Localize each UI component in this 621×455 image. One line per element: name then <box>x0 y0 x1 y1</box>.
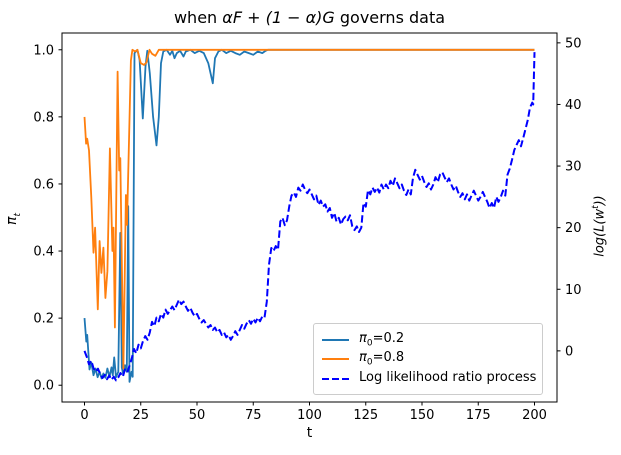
legend-item-log-likelihood: Log likelihood ratio process <box>322 369 536 388</box>
legend-label: Log likelihood ratio process <box>359 370 536 388</box>
legend-label-base: π <box>359 330 367 346</box>
x-axis-label: t <box>306 425 313 441</box>
pi-series-line-0.8 <box>83 48 535 370</box>
legend-line-sample-blue <box>322 338 349 341</box>
x-tick-label: 50 <box>189 408 206 423</box>
x-tick-label: 0 <box>80 408 88 423</box>
log-likelihood-line <box>83 52 536 382</box>
y-left-tick-label: 0.4 <box>33 245 54 260</box>
legend-item-pi0-0.2: π0=0.2 <box>322 330 534 349</box>
y-right-label-pre: log(L(w <box>592 208 608 257</box>
y-left-tick-label: 1.0 <box>33 43 54 58</box>
legend-label: π0=0.8 <box>359 350 404 368</box>
legend-label-base: π <box>359 350 367 366</box>
y-left-label-sub: t <box>12 213 23 217</box>
y-right-tick-label: 10 <box>565 283 582 298</box>
y-right-tick-label: 0 <box>565 344 573 359</box>
y-axis-label-right: log(L(wt)) <box>591 146 611 306</box>
x-tick-label: 175 <box>466 408 491 423</box>
x-tick-label: 150 <box>410 408 435 423</box>
y-axis-label-left: πt <box>4 189 24 249</box>
pi-series-line-0.2 <box>83 48 535 383</box>
y-right-tick-label: 40 <box>565 98 582 113</box>
legend-label-rest: =0.8 <box>372 350 405 366</box>
legend-item-pi0-0.8: π0=0.8 <box>322 350 534 369</box>
legend-label-rest: =0.2 <box>372 330 405 346</box>
y-right-tick-label: 50 <box>565 36 582 51</box>
y-left-label-base: π <box>4 216 20 225</box>
y-left-tick-label: 0.6 <box>33 177 54 192</box>
y-right-tick-label: 20 <box>565 221 582 236</box>
x-tick-label: 75 <box>245 408 262 423</box>
x-tick-label: 25 <box>132 408 149 423</box>
plot-area <box>83 48 536 383</box>
legend-label-sub: 0 <box>366 357 373 368</box>
y-left-tick-label: 0.8 <box>33 110 54 125</box>
legend-line-sample-orange <box>322 358 349 360</box>
y-right-tick-label: 30 <box>565 160 582 175</box>
legend-label-sub: 0 <box>366 338 373 349</box>
chart-title: when αF + (1 − α)G governs data <box>62 8 557 27</box>
chart-title-suffix: governs data <box>334 8 446 27</box>
x-tick-label: 200 <box>522 408 547 423</box>
chart-title-prefix: when <box>173 8 223 27</box>
y-right-label-sup: t <box>591 205 601 209</box>
x-tick-label: 125 <box>353 408 378 423</box>
legend-label-rest: Log likelihood ratio process <box>359 369 537 385</box>
y-left-tick-label: 0.0 <box>33 379 54 394</box>
y-right-label-post: )) <box>592 195 608 206</box>
chart-title-math: αF + (1 − α)G <box>222 8 335 27</box>
y-left-tick-label: 0.2 <box>33 312 54 327</box>
legend-line-sample-dashed-blue <box>322 377 349 380</box>
x-tick-label: 100 <box>297 408 322 423</box>
legend: π0=0.2 π0=0.8 Log likelihood ratio proce… <box>313 323 543 395</box>
legend-label: π0=0.2 <box>359 331 404 349</box>
